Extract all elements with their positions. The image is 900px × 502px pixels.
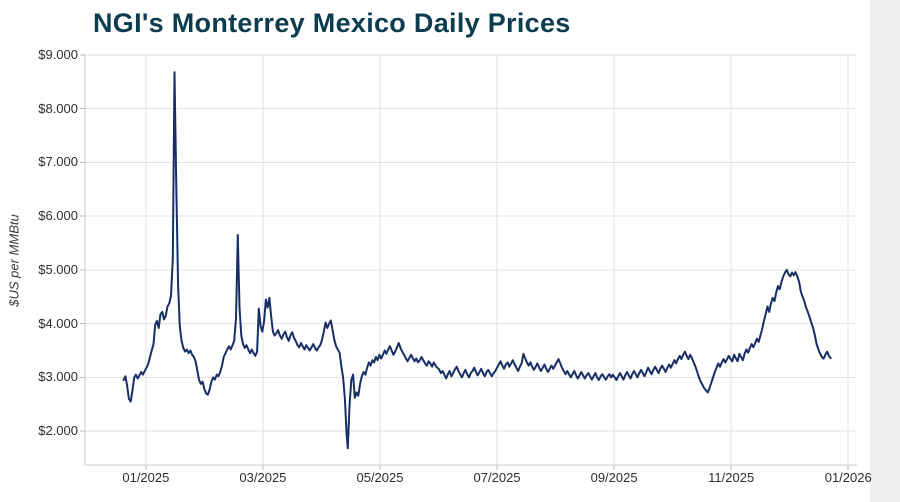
x-tick-label: 03/2025 [239, 470, 287, 485]
y-tick-label: $8.000 [38, 100, 78, 116]
x-tick-label: 01/2026 [824, 470, 872, 485]
x-tick-label: 11/2025 [708, 470, 755, 485]
y-tick-label: $2.000 [38, 423, 78, 439]
x-tick-label: 01/2025 [122, 470, 170, 485]
x-tick-label: 07/2025 [473, 470, 521, 485]
y-tick-label: $9.000 [38, 47, 78, 62]
y-tick-label: $6.000 [38, 208, 78, 224]
x-tick-label: 05/2025 [356, 470, 404, 485]
y-axis-title: $US per MMBtu [0, 55, 28, 465]
x-tick-label: 09/2025 [590, 470, 638, 485]
y-axis-title-text: $US per MMBtu [6, 213, 22, 307]
chart-title: NGI's Monterrey Mexico Daily Prices [93, 8, 571, 38]
y-tick-label: $7.000 [38, 154, 78, 170]
price-line [122, 71, 832, 450]
page-right-margin [870, 0, 900, 502]
price-line-plot [80, 54, 857, 470]
y-tick-label: $5.000 [38, 261, 78, 277]
y-tick-label: $3.000 [38, 369, 78, 385]
y-tick-label: $4.000 [38, 315, 78, 331]
